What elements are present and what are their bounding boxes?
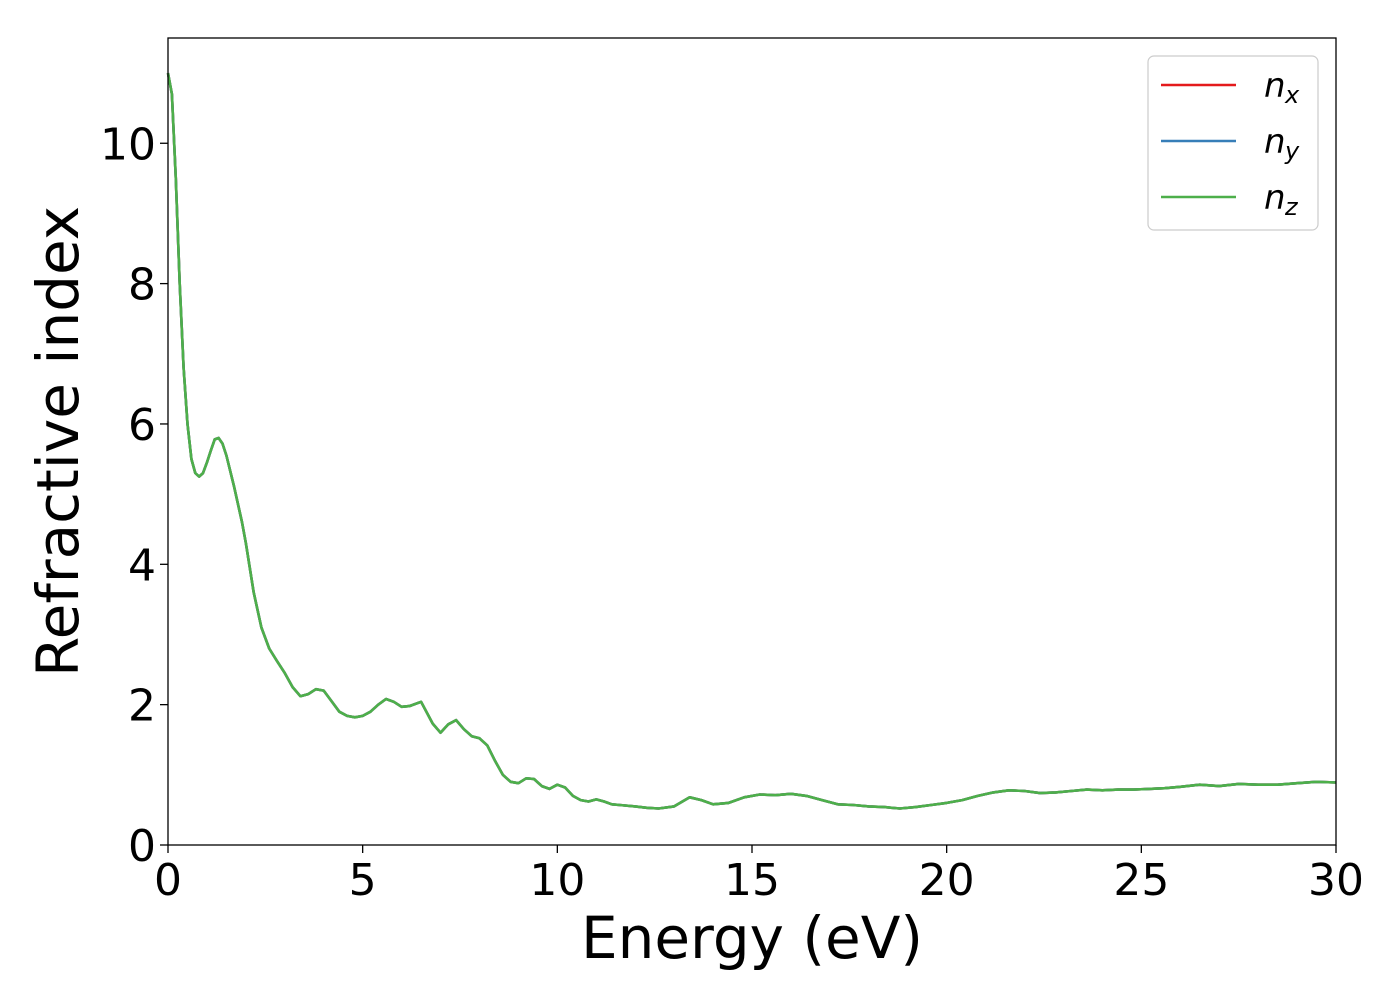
legend-label-subscript: x xyxy=(1284,81,1300,109)
series-lines xyxy=(166,72,1337,810)
y-axis-label: Refractive index xyxy=(24,206,92,677)
x-tick-label: 15 xyxy=(724,855,780,906)
y-tick-label: 4 xyxy=(128,540,156,591)
y-tick-label: 6 xyxy=(128,400,156,451)
x-tick-label: 5 xyxy=(349,855,377,906)
x-tick-label: 10 xyxy=(529,855,585,906)
legend: n xn yn z xyxy=(1147,55,1319,231)
y-tick-label: 10 xyxy=(100,119,156,170)
x-tick-label: 25 xyxy=(1113,855,1169,906)
legend-label-n-y: n xyxy=(1264,122,1286,162)
y-axis-ticks: 0 2 4 6 8 10 xyxy=(100,119,168,872)
y-tick-label: 0 xyxy=(128,821,156,872)
legend-label-subscript: z xyxy=(1284,193,1299,221)
x-tick-label: 30 xyxy=(1308,855,1364,906)
legend-box xyxy=(1147,55,1319,231)
series-line-n-z xyxy=(166,72,1337,810)
x-tick-label: 0 xyxy=(154,855,182,906)
y-tick-label: 2 xyxy=(128,681,156,732)
x-axis-ticks: 0 5 10 15 20 25 30 xyxy=(154,845,1364,906)
legend-label-n-x: n xyxy=(1264,66,1286,106)
legend-label-subscript: y xyxy=(1284,137,1300,165)
x-tick-label: 20 xyxy=(919,855,975,906)
legend-label-n-z: n xyxy=(1264,178,1286,218)
x-axis-label: Energy (eV) xyxy=(581,904,923,972)
y-tick-label: 8 xyxy=(128,260,156,311)
